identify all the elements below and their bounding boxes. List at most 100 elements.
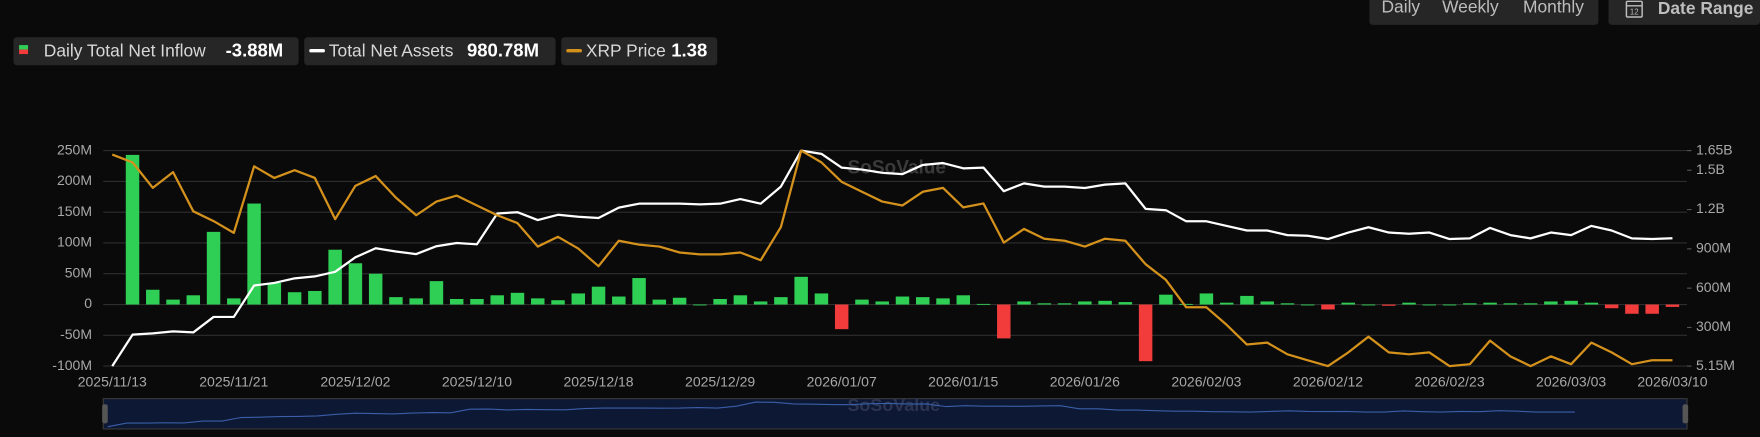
bar (1503, 303, 1518, 305)
bar (794, 276, 808, 305)
bar (1098, 300, 1112, 305)
bar (449, 298, 464, 305)
date-range-label[interactable]: Date Range (1658, 0, 1754, 18)
legend-label: XRP Price (586, 40, 666, 60)
bar (895, 296, 910, 305)
watermark: SoSoValue (847, 395, 940, 415)
bar (1341, 302, 1355, 305)
y2-tick-label: 300M (1696, 318, 1731, 334)
bar (1037, 303, 1052, 305)
bar (1219, 302, 1234, 305)
bar (1483, 302, 1497, 305)
bar (551, 300, 565, 305)
y-tick-label: 50M (65, 264, 92, 280)
bar (206, 231, 221, 305)
bar (368, 273, 383, 305)
bar (1159, 294, 1173, 305)
x-tick-label: 2025/11/13 (78, 374, 147, 390)
bar (1382, 304, 1396, 306)
legend-chip[interactable] (304, 37, 556, 66)
interval-switch (1369, 0, 1599, 25)
bar (591, 286, 606, 305)
bar (186, 295, 201, 305)
y2-tick-label: 1.5B (1696, 161, 1725, 177)
bar (774, 297, 788, 305)
bar (976, 303, 991, 305)
bar (1665, 304, 1680, 307)
bar (693, 304, 707, 306)
date-range-button[interactable] (1608, 0, 1760, 25)
bar (1179, 303, 1193, 305)
bar (267, 282, 282, 305)
calendar-icon: 12 (1625, 0, 1643, 18)
bar (1017, 301, 1031, 305)
bar (1422, 304, 1437, 306)
bar (1442, 304, 1457, 306)
x-tick-label: 2026/02/03 (1171, 374, 1241, 390)
x-tick-label: 2026/02/23 (1414, 374, 1484, 390)
bar (125, 154, 140, 305)
legend-icon (19, 49, 29, 55)
bar (1199, 293, 1214, 305)
bar (956, 295, 970, 305)
bar (713, 298, 727, 305)
bar (997, 304, 1011, 339)
bar (652, 299, 667, 305)
legend-value: 980.78M (467, 40, 539, 61)
interval-option[interactable]: Daily (1382, 0, 1421, 17)
bar (1240, 295, 1254, 305)
navigator-handle[interactable] (1682, 404, 1689, 424)
bar (1402, 302, 1416, 305)
x-tick-label: 2026/02/12 (1293, 374, 1363, 390)
bar (490, 295, 504, 305)
legend-chip[interactable] (13, 37, 299, 66)
bar (531, 298, 545, 305)
y-tick-label: 250M (57, 141, 92, 157)
navigator-handle[interactable] (102, 404, 108, 424)
line (111, 149, 1673, 367)
bar (1321, 304, 1335, 310)
bar (1078, 301, 1092, 305)
bar (1361, 304, 1376, 306)
bar (1544, 301, 1558, 305)
y-tick-label: 200M (57, 172, 92, 188)
bar (409, 298, 423, 305)
bar (470, 298, 484, 305)
bar (875, 301, 889, 305)
bar (166, 299, 180, 305)
bar (146, 289, 160, 305)
bar (247, 203, 261, 305)
bar (733, 295, 748, 305)
y2-tick-label: 900M (1696, 240, 1731, 256)
bar (510, 292, 525, 305)
x-tick-label: 2026/01/26 (1050, 374, 1120, 390)
bar (1260, 301, 1274, 305)
bar (753, 301, 768, 305)
svg-text:12: 12 (1630, 8, 1639, 17)
bar (632, 278, 646, 305)
bar (571, 293, 586, 305)
bar (855, 299, 869, 305)
y-tick-label: 150M (57, 203, 92, 219)
bar (328, 249, 342, 305)
x-tick-label: 2026/01/15 (928, 374, 998, 390)
bar (1523, 303, 1538, 305)
legend-chip[interactable] (561, 37, 718, 66)
x-tick-label: 2026/03/03 (1536, 374, 1606, 390)
y-tick-label: -100M (52, 357, 92, 373)
navigator-line (107, 401, 1575, 428)
bar (814, 293, 829, 305)
line (111, 149, 1673, 368)
bar (612, 296, 626, 305)
legend-value: 1.38 (671, 40, 707, 61)
y-tick-label: 100M (57, 234, 92, 250)
bar (672, 297, 687, 305)
bar (936, 298, 950, 305)
interval-option[interactable]: Weekly (1442, 0, 1499, 17)
bar (1625, 304, 1639, 314)
bar (1118, 302, 1133, 305)
bar (227, 298, 241, 305)
bar (1645, 304, 1659, 314)
interval-option[interactable]: Monthly (1523, 0, 1584, 17)
